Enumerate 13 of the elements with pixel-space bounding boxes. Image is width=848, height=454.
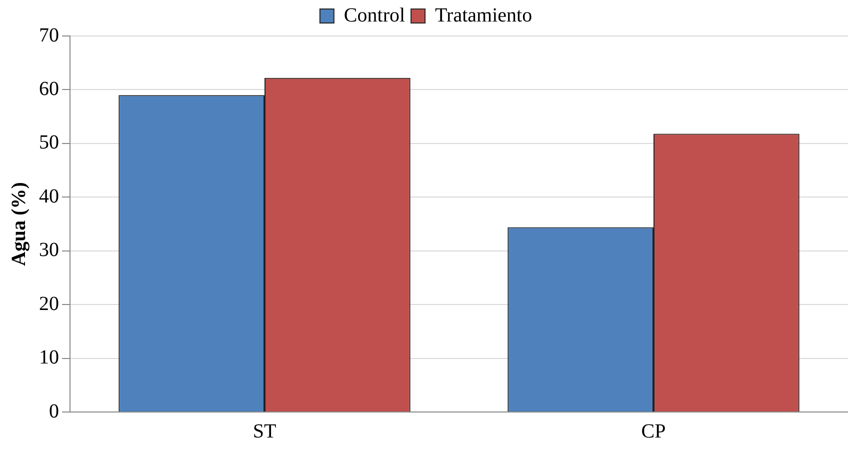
- y-tick-label: 0: [49, 400, 59, 422]
- y-tick-label: 30: [39, 239, 59, 262]
- y-tick-label: 50: [39, 132, 59, 154]
- y-axis-title: Agua (%): [8, 182, 30, 266]
- y-tick-label: 40: [39, 185, 59, 208]
- y-tick-label: 20: [39, 292, 59, 315]
- legend-label: Control: [344, 4, 406, 26]
- x-tick-label: CP: [641, 420, 666, 442]
- x-tick-label: ST: [252, 420, 276, 442]
- y-tick-label: 70: [39, 24, 59, 46]
- y-tick-label: 10: [39, 346, 59, 369]
- legend-label: Tratamiento: [435, 4, 532, 26]
- y-tick-label: 60: [39, 78, 59, 100]
